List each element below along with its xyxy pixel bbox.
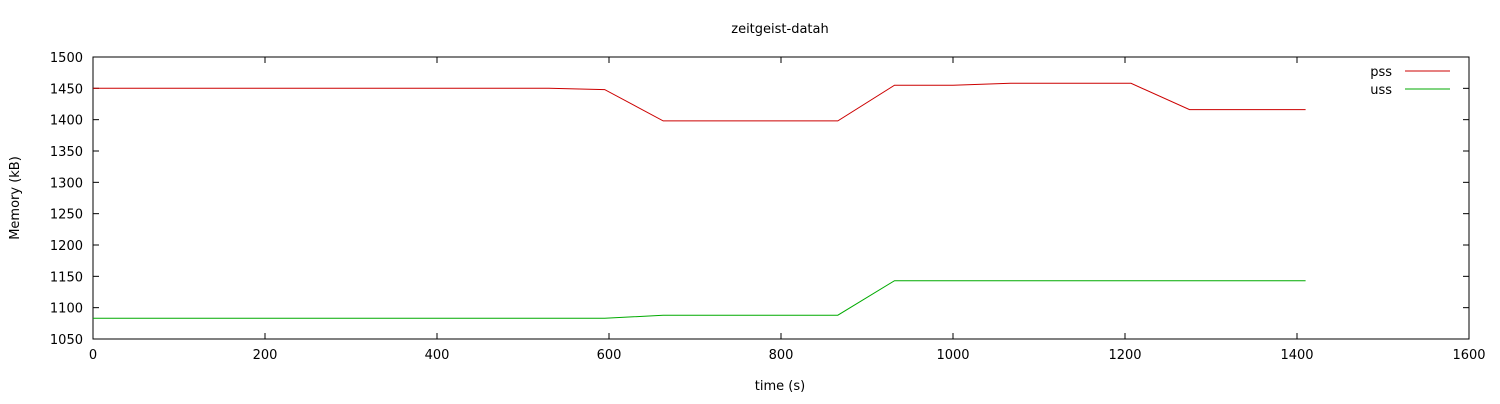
legend-label-uss: uss	[1370, 83, 1392, 98]
y-tick-label: 1300	[50, 176, 83, 191]
legend: pss uss	[1370, 65, 1450, 98]
plot-frame	[92, 56, 1470, 340]
x-tick-label: 200	[253, 348, 278, 363]
x-tick-label: 600	[597, 348, 622, 363]
y-tick-label: 1500	[50, 51, 83, 66]
series-layer	[93, 82, 1306, 319]
x-tick-label: 1400	[1280, 348, 1313, 363]
x-tick-label: 1600	[1452, 348, 1485, 363]
series-line-pss	[93, 82, 1306, 122]
x-tick-label: 1000	[936, 348, 969, 363]
y-axis-title: Memory (kB)	[8, 156, 23, 240]
legend-label-pss: pss	[1370, 65, 1392, 80]
series-line-uss	[93, 280, 1306, 319]
y-tick-label: 1050	[50, 333, 83, 348]
y-tick-label: 1350	[50, 145, 83, 160]
y-tick-label: 1200	[50, 239, 83, 254]
y-axis: 1050 1100 1150 1200 1250 1300 1350 1400 1450 1500	[50, 51, 1469, 348]
y-tick-label: 1250	[50, 208, 83, 223]
x-axis-title: time (s)	[755, 379, 805, 394]
x-tick-label: 400	[425, 348, 450, 363]
x-tick-label: 1200	[1108, 348, 1141, 363]
y-tick-label: 1150	[50, 270, 83, 285]
x-tick-label: 0	[89, 348, 97, 363]
x-tick-label: 800	[769, 348, 794, 363]
x-axis: 0 200 400 600 800 1000 1200 1400 1600	[89, 57, 1486, 363]
chart-title: zeitgeist-datah	[731, 22, 828, 37]
y-tick-label: 1400	[50, 114, 83, 129]
y-tick-label: 1100	[50, 302, 83, 317]
y-tick-label: 1450	[50, 82, 83, 97]
